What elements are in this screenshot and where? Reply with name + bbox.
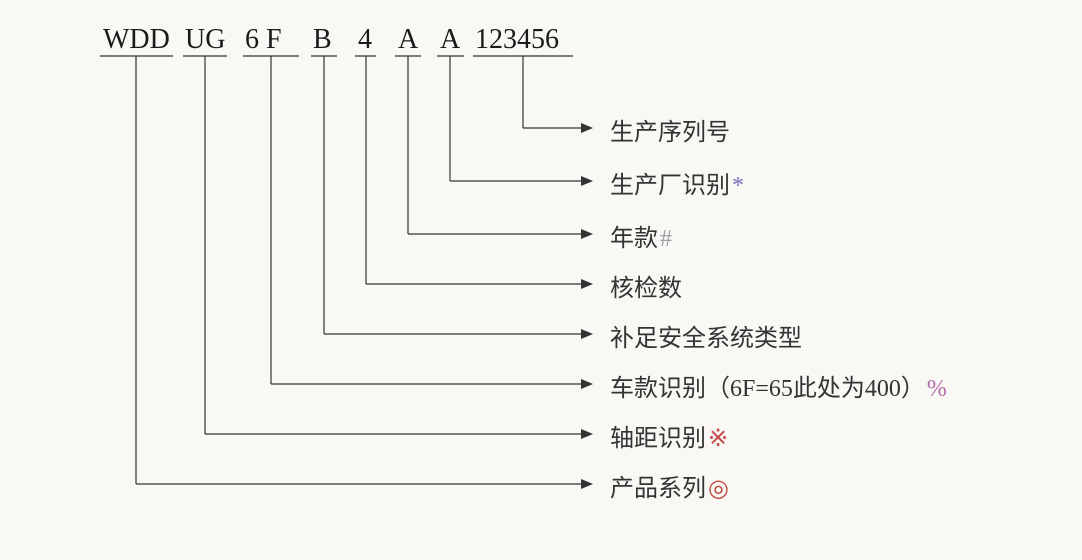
vin-label-text: 生产序列号 (610, 120, 730, 146)
vin-label-text: 补足安全系统类型 (610, 326, 802, 352)
vin-label: 生产厂识别* (610, 165, 744, 200)
vin-segment: UG (185, 24, 225, 56)
vin-label-suffix: % (927, 376, 947, 402)
vin-label: 补足安全系统类型 (610, 318, 802, 353)
vin-segment: A (398, 24, 418, 56)
vin-label-suffix: * (732, 173, 744, 199)
vin-label-suffix: ※ (708, 426, 728, 452)
vin-label-text: 车款识别（6F=65此处为400） (610, 376, 925, 402)
vin-label: 年款# (610, 218, 672, 253)
vin-segment: 6 F (245, 24, 282, 56)
vin-label-text: 轴距识别 (610, 426, 706, 452)
vin-segment: 4 (358, 24, 372, 56)
vin-label: 生产序列号 (610, 112, 730, 147)
vin-label-text: 年款 (610, 226, 658, 252)
vin-label: 产品系列◎ (610, 468, 729, 503)
vin-segment: A (440, 24, 460, 56)
connector-lines (0, 0, 1082, 560)
vin-segment: B (313, 24, 332, 56)
vin-label: 轴距识别※ (610, 418, 728, 453)
vin-label-text: 产品系列 (610, 476, 706, 502)
vin-breakdown-diagram: WDDUG6 FB4AA123456生产序列号生产厂识别*年款#核检数补足安全系… (0, 0, 1082, 560)
vin-segment: 123456 (475, 24, 559, 56)
vin-label-suffix: ◎ (708, 476, 729, 502)
vin-label-text: 生产厂识别 (610, 173, 730, 199)
vin-label: 核检数 (610, 268, 682, 303)
vin-label-text: 核检数 (610, 276, 682, 302)
vin-segment: WDD (103, 24, 170, 56)
vin-label-suffix: # (660, 226, 672, 252)
vin-label: 车款识别（6F=65此处为400）% (610, 368, 947, 403)
